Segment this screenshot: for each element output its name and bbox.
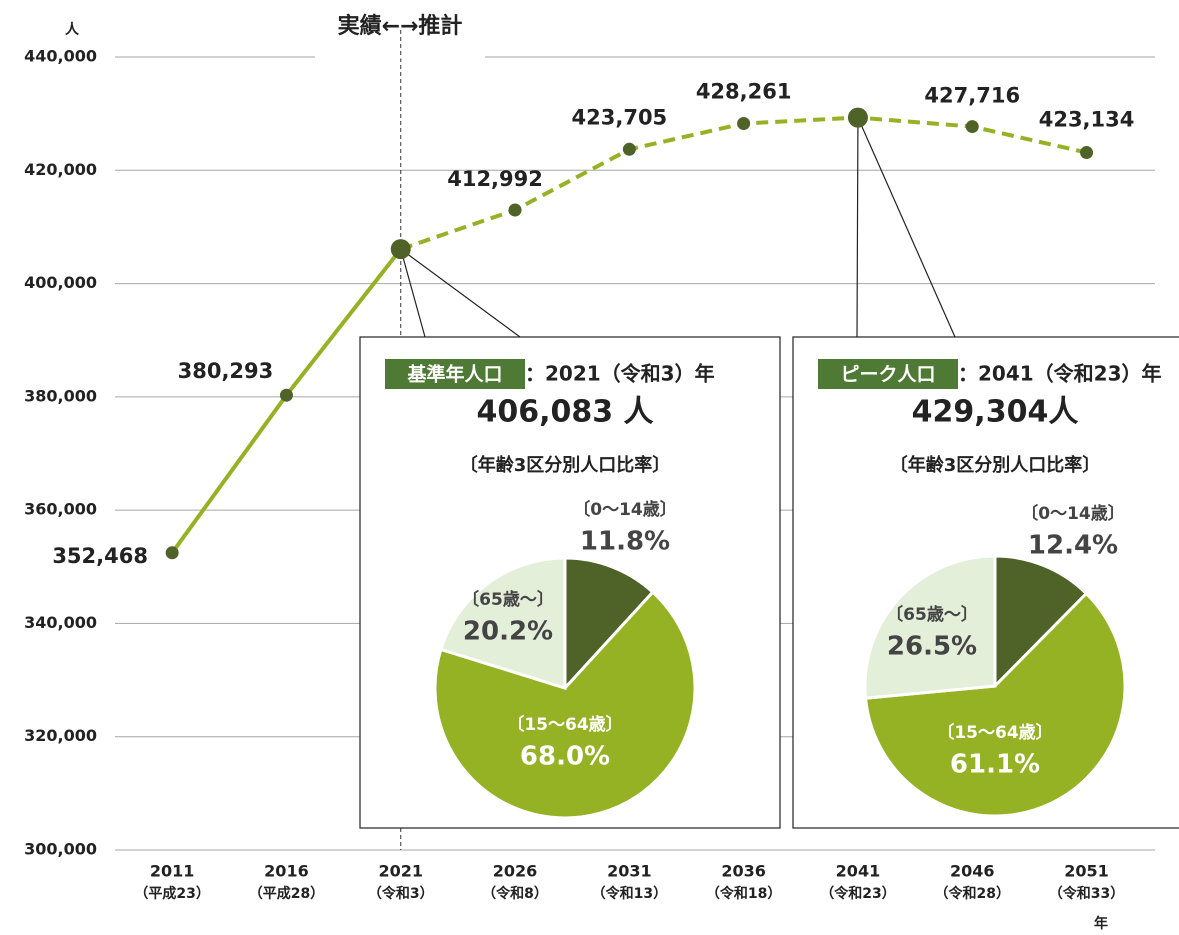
pie-slice bbox=[863, 554, 997, 700]
data-label: 423,705 bbox=[572, 105, 668, 129]
slice-category: 〔0～14歳〕 bbox=[1021, 503, 1125, 524]
y-tick-label: 320,000 bbox=[24, 726, 97, 745]
inset-total: 406,083 人 bbox=[476, 395, 653, 430]
x-tick-label: 2046 bbox=[950, 862, 995, 881]
y-tick-label: 400,000 bbox=[24, 273, 97, 292]
inset-title: ：2021（令和3）年 bbox=[525, 362, 715, 386]
badge-text: ピーク人口 bbox=[840, 364, 935, 386]
x-tick-label: 2036 bbox=[721, 862, 766, 881]
pie-slice bbox=[863, 591, 1127, 818]
marker bbox=[847, 107, 868, 128]
x-tick-sublabel: （平成23） bbox=[134, 885, 209, 902]
slice-label: 26.5% bbox=[887, 632, 977, 662]
inset-subtitle: 〔年齢3区分別人口比率〕 bbox=[460, 454, 671, 476]
x-tick-sublabel: （令和28） bbox=[935, 885, 1010, 902]
marker bbox=[622, 142, 636, 156]
x-tick-label: 2011 bbox=[150, 862, 195, 881]
slice-label: 11.8% bbox=[580, 527, 670, 557]
pie-slice bbox=[563, 556, 655, 692]
slice-category: 〔15～64歳〕 bbox=[937, 722, 1052, 743]
y-tick-label: 340,000 bbox=[24, 613, 97, 632]
x-tick-sublabel: （令和18） bbox=[706, 885, 781, 902]
slice-label: 61.1% bbox=[950, 750, 1040, 780]
data-label: 352,468 bbox=[52, 544, 148, 568]
pie-slice bbox=[438, 556, 567, 691]
badge-text: 基準年人口 bbox=[406, 363, 502, 386]
x-tick-sublabel: （令和13） bbox=[592, 885, 667, 902]
data-label: 427,716 bbox=[924, 84, 1020, 108]
data-label: 380,293 bbox=[178, 359, 274, 383]
x-tick-label: 2041 bbox=[836, 862, 881, 881]
slice-category: 〔65歳～〕 bbox=[462, 589, 554, 610]
marker bbox=[508, 203, 522, 217]
slice-label: 12.4% bbox=[1028, 531, 1118, 561]
marker bbox=[737, 116, 751, 130]
slice-category: 〔15～64歳〕 bbox=[507, 714, 622, 735]
callout bbox=[400, 248, 521, 338]
x-tick-label: 2021 bbox=[378, 862, 423, 881]
marker bbox=[965, 120, 979, 134]
data-label: 423,134 bbox=[1039, 108, 1135, 132]
badge bbox=[385, 359, 525, 389]
marker bbox=[279, 388, 293, 402]
inset-subtitle: 〔年齢3区分別人口比率〕 bbox=[890, 454, 1101, 476]
x-tick-sublabel: （令和33） bbox=[1049, 885, 1124, 902]
y-tick-label: 360,000 bbox=[24, 500, 97, 519]
y-unit: 人 bbox=[65, 21, 80, 38]
x-tick-label: 2031 bbox=[607, 862, 652, 881]
slice-category: 〔0～14歳〕 bbox=[573, 499, 677, 520]
inset-title: ：2041（令和23）年 bbox=[958, 362, 1162, 386]
inset-total: 429,304人 bbox=[912, 395, 1079, 430]
data-label: 428,261 bbox=[696, 79, 792, 103]
x-tick-sublabel: （令和23） bbox=[820, 885, 895, 902]
slice-label: 68.0% bbox=[520, 742, 610, 772]
marker bbox=[1080, 146, 1094, 160]
callout bbox=[856, 117, 956, 338]
x-tick-label: 2016 bbox=[264, 862, 309, 881]
y-tick-label: 380,000 bbox=[24, 386, 97, 405]
x-unit: 年 bbox=[1094, 915, 1108, 932]
x-tick-sublabel: （令和8） bbox=[482, 885, 548, 902]
y-tick-label: 440,000 bbox=[24, 47, 97, 66]
data-label: 412,992 bbox=[447, 167, 543, 191]
y-tick-label: 300,000 bbox=[24, 840, 97, 859]
slice-label: 20.2% bbox=[463, 617, 553, 647]
pie-slice bbox=[433, 590, 697, 820]
pie-slice bbox=[993, 554, 1089, 690]
y-tick-label: 420,000 bbox=[24, 160, 97, 179]
marker bbox=[165, 546, 179, 560]
x-tick-sublabel: （令和3） bbox=[368, 885, 434, 902]
badge bbox=[818, 359, 958, 389]
x-tick-sublabel: （平成28） bbox=[249, 885, 324, 902]
annotation: 実績←→推計 bbox=[338, 13, 463, 39]
x-tick-label: 2051 bbox=[1064, 862, 1109, 881]
marker bbox=[390, 239, 411, 260]
slice-category: 〔65歳～〕 bbox=[886, 604, 978, 625]
x-tick-label: 2026 bbox=[493, 862, 538, 881]
